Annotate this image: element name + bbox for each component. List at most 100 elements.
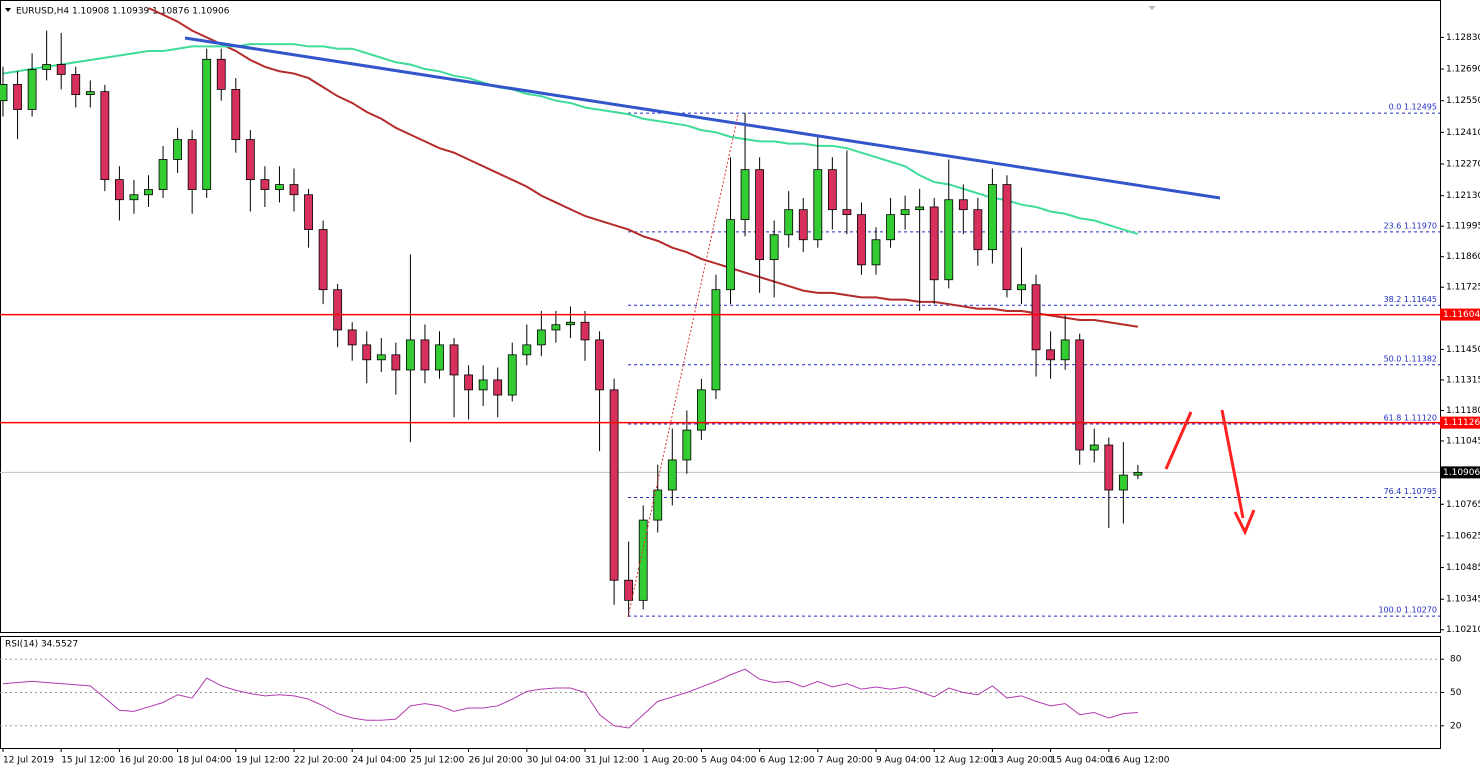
x-tick-label: 16 Aug 12:00: [1109, 756, 1170, 766]
candle-body: [726, 219, 735, 291]
fib-connector: [627, 114, 739, 618]
current-price-box: [1440, 466, 1480, 479]
y-tick-label: 1.12690: [1446, 65, 1480, 75]
y-tick-label: 1.10210: [1446, 625, 1480, 635]
candle-body: [71, 74, 81, 95]
scroll-marker: [1148, 6, 1156, 10]
candle-body: [1060, 339, 1070, 361]
fib-level-label: 0.0 1.12495: [1389, 103, 1437, 112]
candle-body: [551, 324, 561, 331]
candle-body: [798, 209, 808, 241]
candle-body: [886, 214, 895, 241]
candle-body: [144, 189, 153, 196]
y-tick-label: 1.11045: [1446, 436, 1480, 446]
candle-body: [115, 179, 124, 201]
candle-body: [755, 169, 764, 261]
candle-body: [1046, 349, 1055, 361]
arrow-down-head: [1233, 509, 1256, 536]
candle-body: [624, 579, 634, 601]
y-tick-label: 1.11995: [1446, 222, 1480, 232]
candle-body: [595, 339, 604, 391]
y-tick-label: 20: [1450, 721, 1462, 731]
candle-body: [522, 344, 532, 356]
candle-body: [1133, 471, 1143, 476]
x-tick-label: 13 Aug 20:00: [992, 756, 1053, 766]
fib-level-label: 100.0 1.10270: [1378, 606, 1437, 615]
rsi-line: [2, 668, 1138, 729]
y-tick-label: 1.12830: [1446, 33, 1480, 43]
candle-body: [158, 159, 168, 190]
candle-body: [827, 169, 837, 211]
y-tick-label: 80: [1450, 655, 1462, 665]
x-tick-label: 22 Jul 20:00: [294, 756, 348, 766]
candle-body: [245, 139, 255, 181]
x-tick-label: 6 Aug 12:00: [760, 756, 815, 766]
candle-body: [362, 344, 372, 361]
candle-body: [653, 489, 663, 521]
candle-body: [347, 329, 357, 346]
candle-body: [1002, 184, 1012, 291]
x-tick-label: 7 Aug 20:00: [818, 756, 873, 766]
fib-level-label: 76.4 1.10795: [1384, 487, 1437, 496]
fib-level-label: 61.8 1.11120: [1384, 414, 1437, 423]
y-tick-label: 1.11180: [1446, 406, 1480, 416]
candle-body: [333, 289, 343, 331]
candle-body: [609, 389, 619, 581]
y-tick-label: 1.10625: [1446, 531, 1480, 541]
candle-body: [376, 354, 386, 361]
candle-body: [0, 84, 8, 102]
candle-body: [231, 88, 241, 140]
candle-body: [420, 339, 430, 371]
y-tick-label: 1.11450: [1446, 345, 1480, 355]
candle-body: [1089, 444, 1099, 451]
candle-body: [697, 389, 706, 431]
candle-body: [536, 329, 546, 346]
y-tick-label: 1.12130: [1446, 191, 1480, 201]
y-tick-label: 1.11315: [1446, 375, 1480, 385]
candle-body: [682, 429, 692, 461]
x-tick-label: 19 Jul 12:00: [236, 756, 290, 766]
x-tick-label: 1 Aug 20:00: [643, 756, 698, 766]
candle-body: [391, 354, 401, 371]
x-tick-label: 31 Jul 12:00: [585, 756, 639, 766]
candle-body: [566, 321, 575, 326]
candle-body: [493, 379, 503, 396]
candle-body: [27, 69, 37, 110]
level-label: 1.11126: [1443, 418, 1480, 428]
candle-body: [56, 64, 66, 75]
y-tick-label: 1.12410: [1446, 128, 1480, 138]
x-tick-label: 18 Jul 04:00: [178, 756, 232, 766]
candle-body: [769, 234, 779, 261]
candle-body: [507, 354, 517, 396]
rsi-title: RSI(14) 34.5527: [5, 640, 78, 650]
arrow-up: [1164, 411, 1193, 470]
moving-average: [148, 7, 1139, 328]
x-tick-label: 5 Aug 04:00: [701, 756, 756, 766]
level-label-box: [1440, 416, 1480, 429]
arrow-down-shaft: [1220, 409, 1245, 519]
candle-body: [275, 184, 284, 190]
x-tick-label: 12 Jul 2019: [3, 756, 54, 766]
candle-body: [289, 184, 299, 196]
candle-body: [449, 344, 459, 376]
y-tick-label: 1.10485: [1446, 563, 1480, 573]
candle-body: [13, 84, 22, 110]
candle-body: [711, 289, 721, 391]
candle-body: [580, 321, 590, 341]
fib-level-label: 23.6 1.11970: [1384, 221, 1437, 230]
candle-body: [1075, 339, 1085, 451]
candle-body: [667, 459, 677, 491]
candle-body: [871, 239, 881, 266]
y-tick-label: 1.12270: [1446, 160, 1480, 170]
candle-body: [915, 206, 925, 211]
candle-body: [216, 58, 226, 90]
candle-body: [988, 184, 997, 251]
level-label-box: [1440, 308, 1480, 321]
candle-body: [129, 194, 139, 201]
candle-body: [740, 169, 750, 221]
y-tick-label: 1.10765: [1446, 500, 1480, 510]
y-tick-label: 1.11860: [1446, 252, 1480, 262]
candle-body: [478, 379, 488, 391]
